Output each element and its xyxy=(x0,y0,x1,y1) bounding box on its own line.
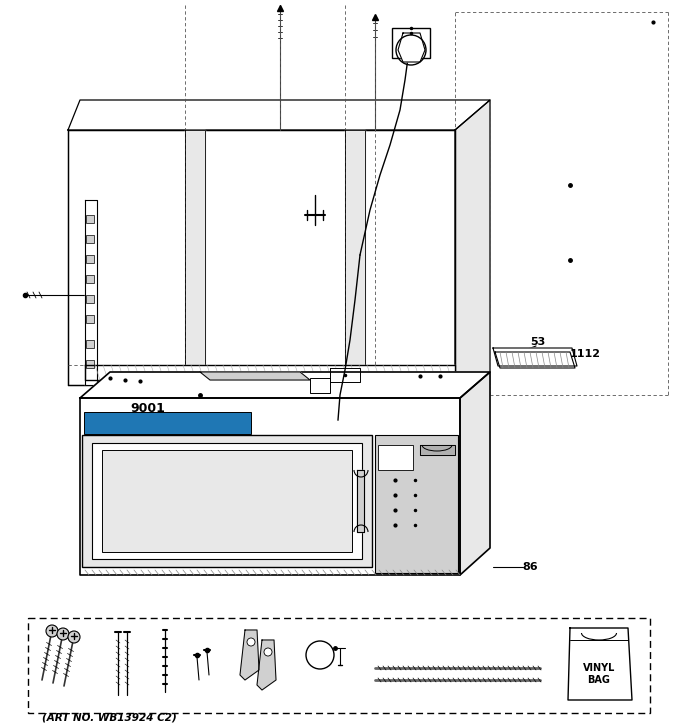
Circle shape xyxy=(306,641,334,669)
Bar xyxy=(86,235,94,243)
Text: 53: 53 xyxy=(530,337,545,347)
Circle shape xyxy=(68,631,80,643)
Text: VINYL: VINYL xyxy=(583,663,615,673)
Bar xyxy=(86,295,94,303)
Polygon shape xyxy=(68,100,490,130)
Circle shape xyxy=(264,648,272,656)
Bar xyxy=(86,340,94,348)
Bar xyxy=(102,450,352,552)
Circle shape xyxy=(57,628,69,640)
Polygon shape xyxy=(68,130,455,385)
Bar xyxy=(28,618,650,713)
Text: (ART NO. WB13924 C2): (ART NO. WB13924 C2) xyxy=(42,713,177,723)
Text: 1112: 1112 xyxy=(570,349,601,359)
Bar xyxy=(86,255,94,263)
Bar xyxy=(86,315,94,323)
Polygon shape xyxy=(460,372,490,575)
Polygon shape xyxy=(568,628,632,700)
Polygon shape xyxy=(495,352,575,368)
Polygon shape xyxy=(240,630,259,680)
Polygon shape xyxy=(80,372,490,398)
Polygon shape xyxy=(345,130,365,385)
Bar xyxy=(86,360,94,368)
Text: BAG: BAG xyxy=(588,675,611,685)
Polygon shape xyxy=(493,348,577,366)
Bar xyxy=(86,275,94,283)
Bar xyxy=(310,378,330,393)
Polygon shape xyxy=(357,470,364,532)
Bar xyxy=(82,435,372,567)
Bar xyxy=(92,443,362,559)
Polygon shape xyxy=(420,445,455,455)
Circle shape xyxy=(247,638,255,646)
Polygon shape xyxy=(398,33,425,62)
Bar xyxy=(375,435,458,573)
Text: 9001: 9001 xyxy=(130,402,165,415)
Circle shape xyxy=(46,625,58,637)
Polygon shape xyxy=(85,200,97,385)
Polygon shape xyxy=(85,365,455,380)
Text: 86: 86 xyxy=(522,562,538,572)
Polygon shape xyxy=(80,398,460,575)
Polygon shape xyxy=(330,368,360,382)
Bar xyxy=(86,215,94,223)
Bar xyxy=(84,412,251,434)
Bar xyxy=(378,445,413,470)
Polygon shape xyxy=(200,372,310,380)
Polygon shape xyxy=(185,130,205,385)
Polygon shape xyxy=(257,640,276,690)
Bar xyxy=(392,28,430,58)
Polygon shape xyxy=(455,100,490,385)
